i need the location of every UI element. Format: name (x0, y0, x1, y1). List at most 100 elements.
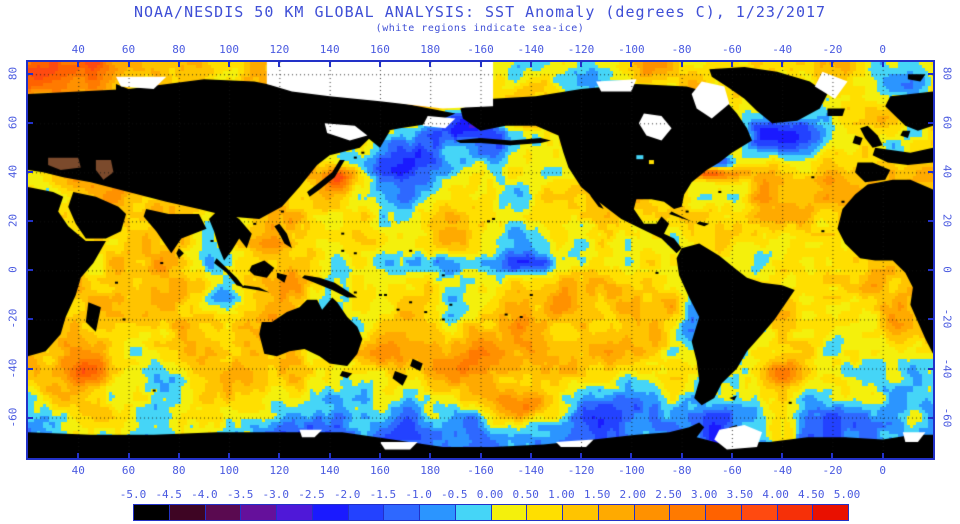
latitude-tick-label: -40 (6, 358, 20, 378)
colorbar-cell (670, 505, 706, 520)
longitude-tick-label: -80 (671, 464, 692, 477)
longitude-tick-label: 100 (219, 43, 240, 56)
axis-tick (580, 62, 583, 67)
colorbar-tick-label: -0.5 (441, 488, 468, 501)
axis-tick (278, 453, 281, 458)
longitude-tick-label: 60 (121, 464, 136, 477)
latitude-tick-label: 40 (6, 165, 20, 179)
latitude-tick-label: 20 (940, 214, 954, 228)
colorbar-tick-label: -4.0 (191, 488, 218, 501)
axis-tick (630, 453, 633, 458)
colorbar-cell (634, 505, 671, 520)
axis-tick (28, 269, 33, 272)
colorbar (133, 504, 849, 521)
longitude-tick-label: 80 (172, 464, 186, 477)
axis-tick (28, 367, 33, 370)
latitude-tick-label: -20 (940, 309, 954, 329)
latitude-tick-label: 40 (940, 165, 954, 179)
axis-tick (479, 62, 482, 67)
latitude-tick-label: -60 (6, 407, 20, 427)
longitude-tick-label: 100 (219, 464, 240, 477)
axis-tick (630, 62, 633, 67)
longitude-tick-label: -160 (467, 43, 494, 56)
latitude-tick-label: 80 (940, 67, 954, 81)
latitude-tick-label: 60 (940, 116, 954, 130)
colorbar-cell (741, 505, 778, 520)
axis-tick (479, 453, 482, 458)
longitude-tick-label: -40 (772, 464, 793, 477)
axis-tick (328, 62, 331, 67)
latitude-tick-label: 20 (6, 214, 20, 228)
colorbar-tick-label: 3.00 (690, 488, 718, 501)
axis-tick (28, 220, 33, 223)
axis-tick (831, 453, 834, 458)
figure-subtitle: (white regions indicate sea-ice) (375, 23, 585, 34)
longitude-tick-label: -100 (618, 464, 645, 477)
axis-tick (781, 62, 784, 67)
axis-tick (529, 453, 532, 458)
colorbar-cell (420, 505, 456, 520)
colorbar-cell (706, 505, 742, 520)
axis-tick (928, 367, 933, 370)
axis-tick (680, 62, 683, 67)
axis-tick (831, 62, 834, 67)
colorbar-tick-label: 2.00 (619, 488, 647, 501)
latitude-tick-label: 0 (6, 266, 20, 274)
axis-tick (77, 453, 80, 458)
axis-tick (928, 171, 933, 174)
colorbar-cell (205, 505, 242, 520)
axis-tick (228, 453, 231, 458)
axis-tick (928, 416, 933, 419)
latitude-tick-label: 80 (6, 67, 20, 81)
longitude-tick-label: -60 (721, 464, 742, 477)
axis-tick (928, 269, 933, 272)
longitude-tick-label: 140 (319, 43, 340, 56)
longitude-tick-label: -140 (517, 464, 545, 477)
world-map-canvas (28, 62, 933, 458)
axis-tick (28, 171, 33, 174)
latitude-tick-label: -40 (940, 358, 954, 378)
colorbar-tick-label: 4.50 (798, 488, 825, 501)
colorbar-tick-label: -2.0 (333, 488, 361, 501)
longitude-tick-label: -160 (467, 464, 494, 477)
axis-tick (28, 416, 33, 419)
longitude-tick-label: 180 (420, 464, 441, 477)
latitude-tick-label: -60 (940, 407, 954, 427)
colorbar-cell (384, 505, 420, 520)
axis-tick (529, 62, 532, 67)
colorbar-tick-label: -4.5 (155, 488, 182, 501)
colorbar-cell (598, 505, 635, 520)
colorbar-cell (134, 505, 170, 520)
map-frame (26, 60, 935, 460)
axis-tick (177, 62, 180, 67)
longitude-tick-label: 40 (71, 43, 85, 56)
axis-tick (77, 62, 80, 67)
colorbar-tick-label: -1.5 (369, 488, 397, 501)
longitude-tick-label: -20 (822, 43, 843, 56)
colorbar-cell (455, 505, 492, 520)
longitude-tick-label: 0 (879, 43, 887, 56)
latitude-tick-label: 0 (940, 266, 954, 274)
longitude-tick-label: 120 (269, 464, 290, 477)
colorbar-tick-label: 2.50 (655, 488, 682, 501)
latitude-tick-label: 60 (6, 116, 20, 130)
colorbar-tick-label: -2.5 (298, 488, 325, 501)
colorbar-cell (491, 505, 528, 520)
axis-tick (429, 453, 432, 458)
axis-tick (928, 220, 933, 223)
longitude-tick-label: 160 (370, 43, 390, 56)
longitude-tick-label: 80 (172, 43, 186, 56)
colorbar-tick-label: -5.0 (119, 488, 147, 501)
axis-tick (28, 73, 33, 76)
axis-tick (730, 62, 733, 67)
colorbar-tick-label: -3.0 (262, 488, 290, 501)
colorbar-tick-label: 0.00 (476, 488, 504, 501)
colorbar-cell (312, 505, 349, 520)
axis-tick (429, 62, 432, 67)
colorbar-cell (777, 505, 814, 520)
figure-title: NOAA/NESDIS 50 KM GLOBAL ANALYSIS: SST A… (133, 3, 827, 21)
axis-tick (328, 453, 331, 458)
axis-tick (378, 453, 381, 458)
axis-tick (928, 73, 933, 76)
